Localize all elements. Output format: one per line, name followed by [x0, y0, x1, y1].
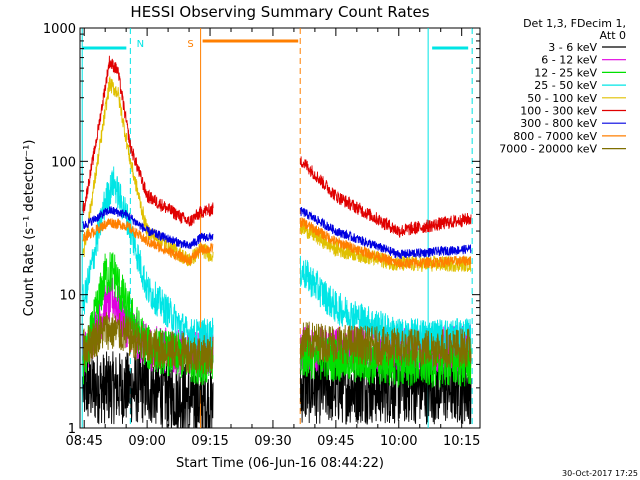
- y-axis-label: Count Rate (s⁻¹ detector⁻¹): [22, 140, 37, 317]
- x-axis-label: Start Time (06-Jun-16 08:44:22): [176, 456, 384, 471]
- series-line-7: [82, 217, 472, 269]
- x-tick-label: 09:00: [128, 434, 165, 449]
- x-tick-label: 09:30: [254, 434, 291, 449]
- legend-header: Det 1,3, FDecim 1,: [523, 17, 626, 30]
- legend-entry-label: 50 - 100 keV: [527, 92, 597, 105]
- x-tick-label: 09:45: [317, 434, 354, 449]
- legend-entry-label: 3 - 6 keV: [548, 41, 597, 54]
- series-line-8: [82, 312, 472, 375]
- x-tick-label: 08:45: [65, 434, 102, 449]
- marker-label: N: [137, 39, 144, 50]
- legend-header: Att 0: [600, 29, 626, 42]
- x-tick-label: 10:00: [380, 434, 417, 449]
- legend-entry-label: 100 - 300 keV: [520, 105, 597, 118]
- y-tick-label: 1000: [43, 22, 76, 37]
- chart-title: HESSI Observing Summary Count Rates: [130, 3, 429, 21]
- marker-label: S: [187, 39, 193, 50]
- legend-entry-label: 6 - 12 keV: [541, 54, 597, 67]
- legend-entry-label: 7000 - 20000 keV: [499, 143, 597, 156]
- timestamp: 30-Oct-2017 17:25: [562, 469, 638, 478]
- series-layer: [82, 55, 472, 429]
- legend-entry-label: 12 - 25 keV: [534, 66, 597, 79]
- legend-entry-label: 800 - 7000 keV: [513, 130, 597, 143]
- x-tick-label: 10:15: [443, 434, 480, 449]
- y-tick-label: 1: [68, 422, 76, 437]
- series-line-6: [82, 206, 472, 259]
- y-tick-label: 100: [51, 155, 76, 170]
- legend-entry-label: 25 - 50 keV: [534, 79, 597, 92]
- series-line-5: [82, 55, 472, 238]
- plot-frame: [79, 27, 481, 429]
- ticks-layer: 08:45 09:00 09:15 09:30 09:45 10:00 10:15 1 10 10…: [43, 22, 481, 449]
- legend-entry-label: 300 - 800 keV: [520, 117, 597, 130]
- x-tick-label: 09:15: [191, 434, 228, 449]
- y-tick-label: 10: [59, 289, 76, 304]
